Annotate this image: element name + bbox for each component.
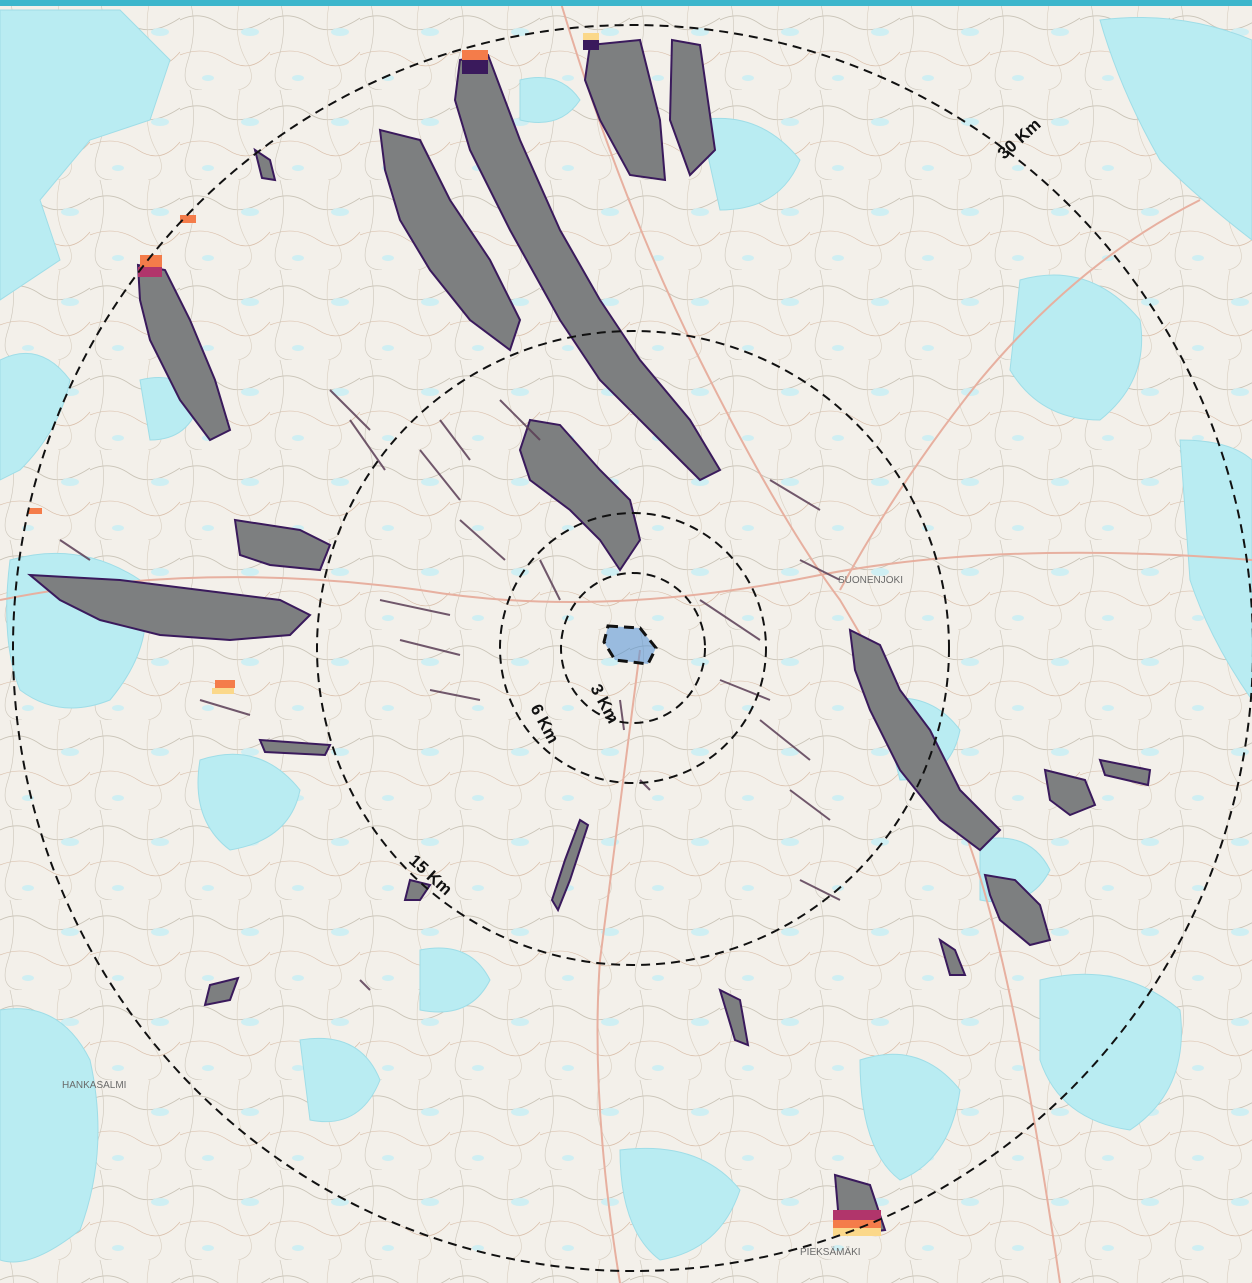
place-labels: SUONENJOKI PIEKSÄMÄKI HANKASALMI <box>62 575 903 1258</box>
ring-6km <box>499 512 767 784</box>
project-site[interactable] <box>602 624 658 666</box>
ring-3km <box>560 572 706 724</box>
ring-30km <box>12 24 1252 1272</box>
flicker-zones <box>27 33 1152 1237</box>
distance-rings <box>12 24 1252 1272</box>
place-pieksamaki: PIEKSÄMÄKI <box>800 1246 861 1258</box>
ring-15km <box>316 330 950 966</box>
lakes <box>0 9 1252 1263</box>
place-suonenjoki: SUONENJOKI <box>838 575 903 586</box>
place-hankasalmi: HANKASALMI <box>62 1080 126 1091</box>
top-accent-bar <box>0 0 1252 6</box>
